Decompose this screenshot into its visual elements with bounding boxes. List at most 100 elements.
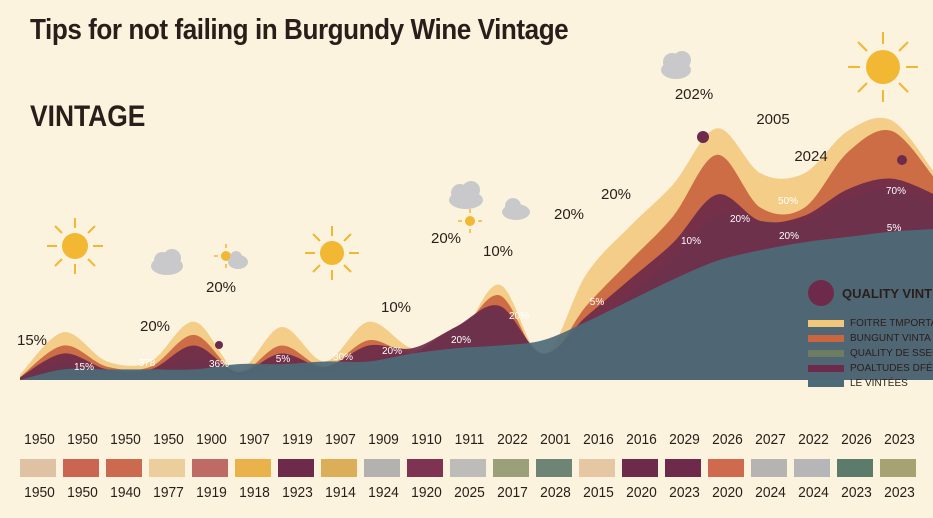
color-swatch	[450, 459, 486, 477]
year-label: 2023	[669, 484, 700, 501]
year-label: 2029	[669, 431, 700, 448]
legend-item: LE VINTÉES	[808, 376, 933, 390]
data-label: 15%	[74, 362, 94, 373]
color-swatch	[622, 459, 658, 477]
chart-title: Tips for not failing in Burgundy Wine Vi…	[30, 14, 569, 46]
data-label: 50%	[778, 196, 798, 207]
data-label: 5%	[590, 297, 605, 308]
weather-decorations	[47, 32, 918, 280]
year-label: 1911	[454, 431, 485, 448]
year-label: 1900	[196, 431, 227, 448]
color-swatch	[149, 459, 185, 477]
year-label: 2024	[755, 484, 786, 501]
year-label: 1950	[67, 484, 98, 501]
sun-icon	[305, 226, 359, 280]
year-label: 2025	[454, 484, 485, 501]
sun-icon	[458, 209, 482, 233]
data-label: 5%	[276, 354, 291, 365]
year-label: 1924	[368, 484, 399, 501]
year-label: 1923	[282, 484, 313, 501]
sun-icon	[848, 32, 918, 102]
year-label: 2020	[626, 484, 657, 501]
data-label: 20%	[451, 335, 471, 346]
legend-label: QUALITY DE SSEC	[850, 347, 933, 359]
year-label: 2020	[712, 484, 743, 501]
color-swatch	[536, 459, 572, 477]
legend-label: LE VINTÉES	[850, 377, 908, 389]
legend: QUALITY VINT FOITRE TMPORTA BUNGUNT VINTA…	[808, 280, 933, 391]
data-label: 5%	[887, 223, 902, 234]
year-label: 1919	[196, 484, 227, 501]
year-label: 1940	[110, 484, 141, 501]
cloud-icon	[661, 51, 691, 79]
chart-subtitle: VINTAGE	[30, 100, 146, 133]
data-label: 36%	[209, 359, 229, 370]
year-label: 1914	[325, 484, 356, 501]
color-swatch	[751, 459, 787, 477]
year-label: 2027	[755, 431, 786, 448]
year-label: 2015	[583, 484, 614, 501]
year-label: 2016	[626, 431, 657, 448]
year-label: 1907	[325, 431, 356, 448]
year-label: 2017	[497, 484, 528, 501]
color-swatch	[407, 459, 443, 477]
data-labels: 15% 20% 20% 10% 20% 10% 20% 20% 202% 2005 2024 15% 3…	[17, 86, 906, 373]
area-chart: 15% 20% 20% 10% 20% 10% 20% 20% 202% 2005 2024 15% 3…	[17, 32, 933, 380]
year-label: 2023	[884, 431, 915, 448]
data-label: 20%	[431, 230, 461, 247]
color-swatch	[192, 459, 228, 477]
data-label: 20%	[140, 318, 170, 335]
data-label: 20%	[554, 206, 584, 223]
year-label: 2023	[841, 484, 872, 501]
cloud-icon	[502, 198, 530, 220]
color-swatch	[837, 459, 873, 477]
legend-swatch	[808, 349, 844, 357]
data-label: 2005	[756, 111, 789, 128]
year-row-top: 1950 1950 1950 1950 1900 1907 1919 1907 1909 1910…	[18, 431, 928, 448]
data-label: 20%	[601, 186, 631, 203]
data-label: 20%	[779, 231, 799, 242]
year-label: 1907	[239, 431, 270, 448]
data-label: 10%	[483, 243, 513, 260]
data-label: 20%	[730, 214, 750, 225]
cloud-icon	[151, 249, 183, 275]
color-swatch	[235, 459, 271, 477]
grape-icon	[897, 155, 907, 165]
grape-icon	[697, 131, 709, 143]
legend-label: BUNGUNT VINTA	[850, 332, 931, 344]
legend-item: FOITRE TMPORTA	[808, 316, 933, 330]
legend-item: BUNGUNT VINTA	[808, 331, 933, 345]
data-label: 15%	[17, 332, 47, 349]
year-label: 2026	[712, 431, 743, 448]
year-label: 1909	[368, 431, 399, 448]
color-swatch	[708, 459, 744, 477]
color-swatch	[794, 459, 830, 477]
year-label: 2023	[884, 484, 915, 501]
data-label: 20%	[382, 346, 402, 357]
color-swatch	[364, 459, 400, 477]
legend-swatch	[808, 319, 844, 327]
year-label: 1919	[282, 431, 313, 448]
sun-icon	[214, 244, 238, 268]
cloud-icon	[449, 181, 483, 209]
color-swatch	[63, 459, 99, 477]
legend-grape-icon	[808, 280, 834, 306]
color-swatch	[579, 459, 615, 477]
year-label: 1977	[153, 484, 184, 501]
year-label: 1950	[153, 431, 184, 448]
year-row-bottom: 1950 1950 1940 1977 1919 1918 1923 1914 1924 1920…	[18, 484, 928, 501]
grape-decorations	[215, 131, 907, 349]
legend-label: FOITRE TMPORTA	[850, 317, 933, 329]
year-label: 1950	[24, 484, 55, 501]
legend-swatch	[808, 379, 844, 387]
color-swatch	[321, 459, 357, 477]
legend-title: QUALITY VINT	[842, 285, 933, 301]
legend-swatch	[808, 334, 844, 342]
color-swatch	[278, 459, 314, 477]
data-label: 2024	[794, 148, 827, 165]
legend-item: QUALITY DE SSEC	[808, 346, 933, 360]
color-swatch	[880, 459, 916, 477]
year-label: 2022	[497, 431, 528, 448]
